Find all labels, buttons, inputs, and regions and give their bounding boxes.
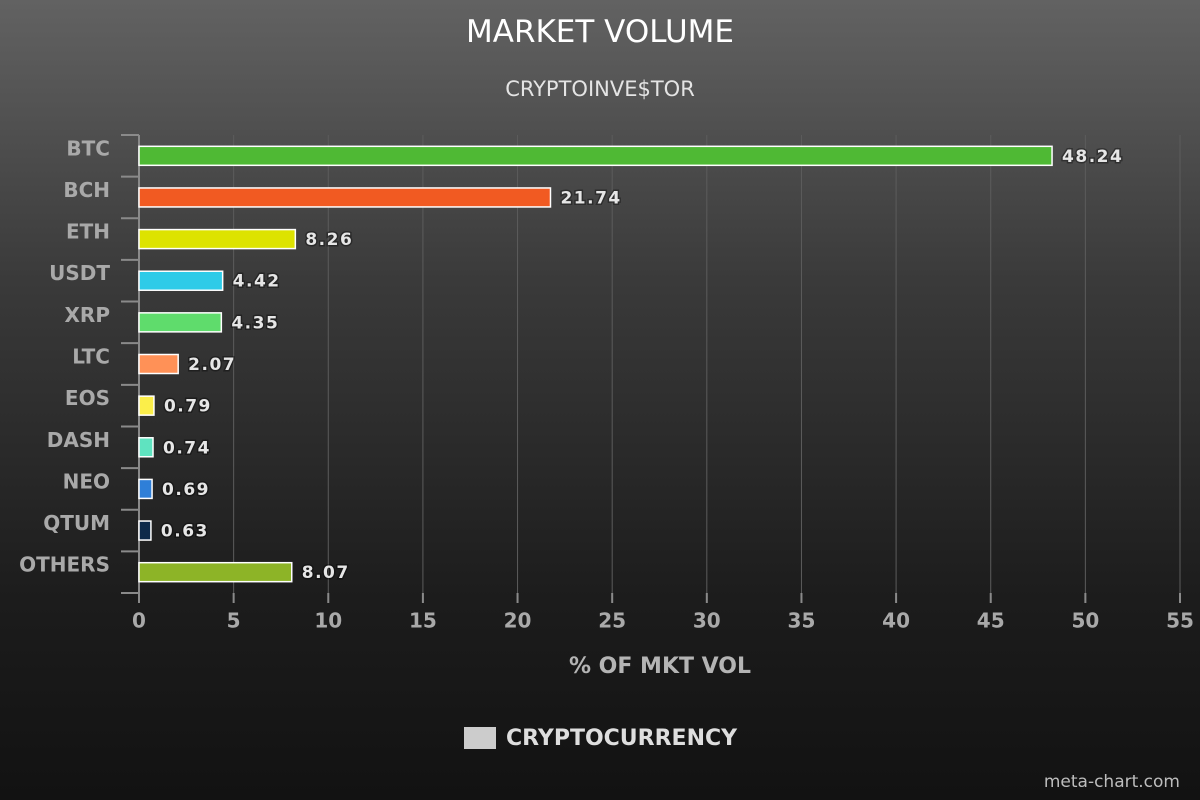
bar-value-label: 8.07	[302, 563, 350, 583]
category-label: ETH	[66, 220, 110, 244]
bar	[138, 395, 155, 416]
legend-label: CRYPTOCURRENCY	[506, 725, 738, 751]
bar-value-label: 48.24	[1062, 147, 1123, 167]
bar	[138, 437, 154, 458]
bar-value-label: 4.35	[231, 313, 279, 333]
x-tick-label: 20	[504, 609, 532, 633]
bar	[138, 478, 153, 500]
bar-value-label: 0.74	[163, 438, 211, 458]
bar-value-label: 2.07	[188, 355, 236, 375]
bar	[138, 520, 152, 541]
bar	[138, 145, 1053, 167]
x-tick-label: 25	[598, 609, 626, 633]
category-label: XRP	[65, 303, 110, 327]
x-tick-label: 30	[693, 609, 721, 633]
category-label: BCH	[63, 178, 110, 202]
category-label: LTC	[72, 345, 110, 369]
legend[interactable]: CRYPTOCURRENCY	[464, 725, 737, 751]
x-axis-label: % OF MKT VOL	[569, 654, 751, 679]
category-label: USDT	[49, 261, 110, 285]
bar-value-label: 8.26	[305, 230, 353, 250]
bar	[138, 561, 293, 583]
bar-value-label: 4.42	[233, 272, 281, 292]
bar	[138, 187, 552, 208]
x-tick-label: 45	[977, 609, 1005, 633]
x-tick-label: 10	[314, 609, 342, 633]
category-label: DASH	[47, 428, 110, 452]
bar-value-label: 0.79	[164, 397, 212, 417]
chart-title: MARKET VOLUME	[465, 14, 734, 50]
chart-subtitle: CRYPTOINVE$TOR	[505, 77, 695, 101]
x-tick-label: 35	[788, 609, 816, 633]
legend-swatch	[464, 727, 496, 749]
x-tick-label: 40	[882, 609, 910, 633]
category-label: OTHERS	[19, 553, 110, 577]
x-tick-label: 15	[409, 609, 437, 633]
category-label: EOS	[65, 386, 110, 410]
x-tick-label: 55	[1166, 609, 1194, 633]
category-label: BTC	[66, 136, 110, 160]
credit-link[interactable]: meta-chart.com	[1043, 772, 1180, 792]
bar	[138, 228, 297, 250]
bar	[138, 312, 223, 333]
bar-value-label: 0.63	[161, 522, 209, 542]
category-label: QTUM	[43, 511, 110, 535]
x-tick-label: 0	[132, 609, 146, 633]
x-tick-label: 50	[1071, 609, 1099, 633]
bar	[138, 353, 179, 375]
bar	[138, 270, 224, 291]
category-label: NEO	[63, 469, 110, 493]
x-tick-label: 5	[227, 609, 241, 633]
bar-value-label: 21.74	[560, 188, 621, 208]
bar-value-label: 0.69	[162, 480, 210, 500]
